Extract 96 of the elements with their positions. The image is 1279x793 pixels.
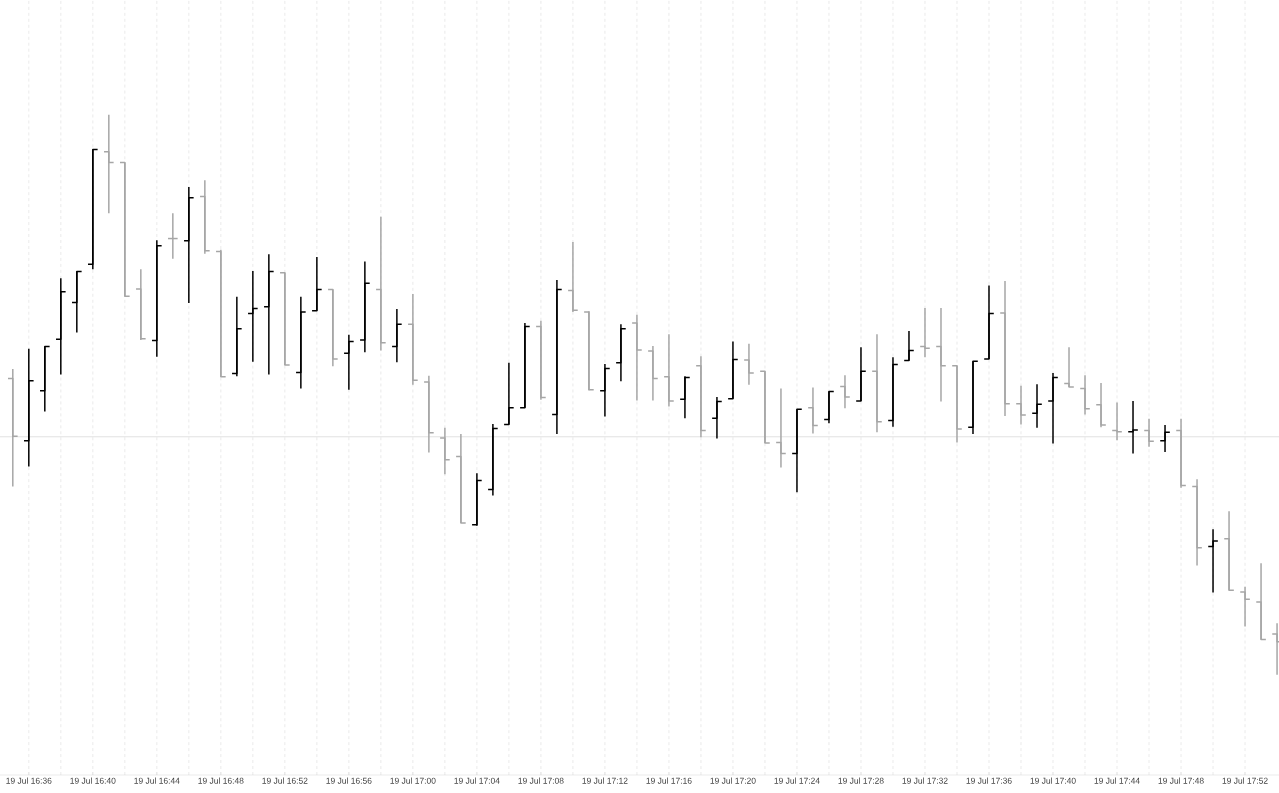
candlestick <box>1015 385 1027 426</box>
candlestick <box>1079 374 1091 416</box>
candlestick <box>407 293 419 386</box>
candlestick <box>759 370 771 444</box>
candlestick <box>1223 510 1235 591</box>
x-tick-label: 19 Jul 17:24 <box>774 777 820 784</box>
candlestick <box>631 313 643 402</box>
candlestick <box>119 161 131 297</box>
candlestick <box>215 248 227 378</box>
candlestick <box>1127 400 1139 455</box>
x-tick-label: 19 Jul 16:36 <box>6 777 52 784</box>
candlestick <box>1143 418 1155 448</box>
candlestick <box>1207 528 1219 594</box>
candlestick <box>1159 424 1171 453</box>
candlestick <box>999 280 1011 417</box>
candlestick <box>663 333 675 408</box>
candlestick <box>359 260 371 353</box>
candlestick <box>279 271 291 366</box>
candlestick <box>1255 562 1267 641</box>
candlestick <box>455 433 467 524</box>
candlestick <box>887 356 899 428</box>
candlestick <box>1063 346 1075 388</box>
candlestick <box>535 320 547 401</box>
x-tick-label: 19 Jul 17:20 <box>710 777 756 784</box>
candlestick <box>711 396 723 440</box>
candlestick <box>311 256 323 312</box>
x-tick-label: 19 Jul 17:12 <box>582 777 628 784</box>
candlestick <box>103 114 115 215</box>
candlestick <box>263 253 275 376</box>
candlestick <box>151 239 163 358</box>
candlestick <box>7 368 19 488</box>
x-tick-label: 19 Jul 17:16 <box>646 777 692 784</box>
candlestick <box>855 346 867 402</box>
candlestick <box>1031 383 1043 429</box>
candlestick <box>551 279 563 435</box>
candlestick <box>775 387 787 469</box>
candlestick <box>199 179 211 255</box>
x-tick-label: 19 Jul 16:52 <box>262 777 308 784</box>
candlestick <box>695 355 707 439</box>
candlestick <box>1047 372 1059 445</box>
candlestick <box>871 333 883 434</box>
candlestick <box>503 362 515 426</box>
x-tick-label: 19 Jul 16:48 <box>198 777 244 784</box>
candlestick <box>1175 418 1187 489</box>
x-tick-label: 19 Jul 16:40 <box>70 777 116 784</box>
candlestick <box>679 375 691 420</box>
candlestick <box>567 241 579 313</box>
candlestick <box>839 374 851 409</box>
x-tick-label: 19 Jul 17:36 <box>966 777 1012 784</box>
x-tick-label: 19 Jul 17:48 <box>1158 777 1204 784</box>
candlestick <box>583 310 595 392</box>
candlestick <box>519 322 531 409</box>
candlestick <box>647 345 659 402</box>
candlestick <box>327 288 339 367</box>
candlestick <box>951 364 963 444</box>
x-tick-label: 19 Jul 17:08 <box>518 777 564 784</box>
candlestick <box>375 215 387 352</box>
candlestick <box>727 340 739 400</box>
candlestick <box>39 345 51 413</box>
candlestick <box>791 408 803 493</box>
candlestick <box>1095 382 1107 428</box>
candlestick <box>183 186 195 304</box>
candlestick <box>487 423 499 497</box>
candlestick <box>935 307 947 403</box>
candlestick <box>439 427 451 476</box>
candlestick <box>231 296 243 378</box>
candlestick <box>23 348 35 468</box>
x-tick-label: 19 Jul 17:44 <box>1094 777 1140 784</box>
x-tick-label: 19 Jul 17:00 <box>390 777 436 784</box>
candlestick <box>743 343 755 386</box>
candlestick <box>87 148 99 271</box>
candlestick <box>295 296 307 390</box>
candlestick <box>1239 586 1251 628</box>
candlestick <box>423 374 435 454</box>
candlestick <box>903 330 915 362</box>
x-tick-label: 19 Jul 17:32 <box>902 777 948 784</box>
candlestick <box>247 270 259 363</box>
x-tick-label: 19 Jul 17:52 <box>1222 777 1268 784</box>
candlestick <box>807 386 819 435</box>
candlestick <box>391 308 403 364</box>
x-tick-label: 19 Jul 17:04 <box>454 777 500 784</box>
candlestick <box>983 284 995 360</box>
x-tick-label: 19 Jul 16:44 <box>134 777 180 784</box>
candlestick <box>55 277 67 376</box>
candlestick <box>1191 478 1203 567</box>
candlestick <box>135 268 147 341</box>
candlestick <box>471 472 483 527</box>
candlestick <box>343 334 355 391</box>
x-tick-label: 19 Jul 17:40 <box>1030 777 1076 784</box>
x-tick-label: 19 Jul 17:28 <box>838 777 884 784</box>
candlestick <box>823 390 835 425</box>
candlestick <box>71 270 83 334</box>
candlestick <box>967 360 979 435</box>
candlestick <box>615 323 627 383</box>
x-tick-label: 19 Jul 16:56 <box>326 777 372 784</box>
candlestick <box>599 363 611 418</box>
